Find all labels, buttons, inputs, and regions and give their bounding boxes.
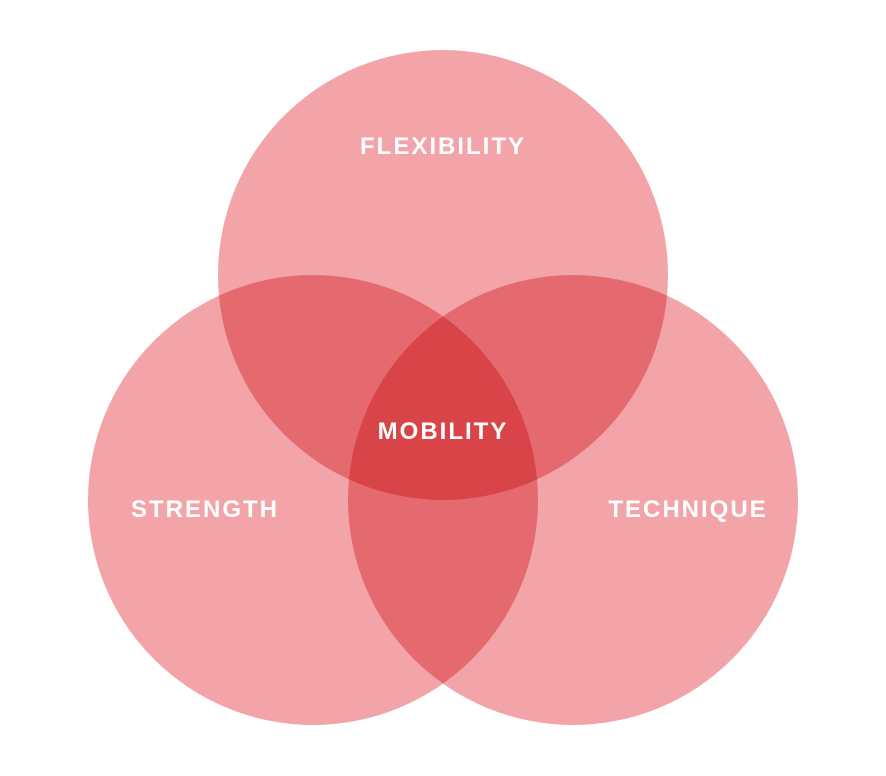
venn-label-flexibility: FLEXIBILITY [360,133,526,161]
venn-diagram: FLEXIBILITY STRENGTH TECHNIQUE MOBILITY [0,0,886,776]
venn-label-center: MOBILITY [378,418,509,446]
venn-label-strength: STRENGTH [131,496,279,524]
venn-label-technique: TECHNIQUE [608,496,767,524]
